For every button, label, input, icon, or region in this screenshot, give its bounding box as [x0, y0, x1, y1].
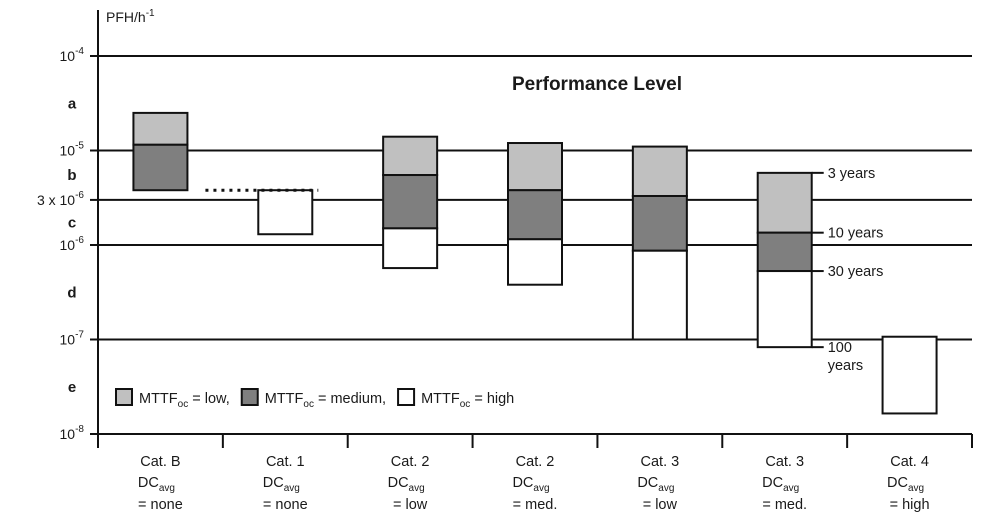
category-label: Cat. 3 [765, 454, 804, 470]
bars [132, 111, 938, 415]
category-dc-value: = med. [513, 497, 558, 513]
bar-segment-high [881, 335, 938, 415]
category-dc-value: = med. [762, 497, 807, 513]
bar-segment-low [507, 142, 563, 192]
bar-segment-medium [382, 174, 439, 230]
legend-label-low: MTTFoc = low, [139, 391, 230, 410]
category-dc: DCavg [887, 475, 924, 494]
performance-level-labels: a b c d e [67, 95, 76, 396]
category-label: Cat. 4 [890, 454, 929, 470]
bar-segment-low [382, 135, 439, 177]
y-tick-label: 10-5 [60, 141, 85, 159]
y-tick-label: 10-4 [60, 46, 85, 64]
category-label: Cat. 2 [516, 454, 555, 470]
category-labels: Cat. B DCavg = none Cat. 1 DCavg = none Cat. 2… [138, 454, 930, 513]
legend-label-high: MTTFoc = high [421, 391, 514, 410]
bar-segment-medium [132, 143, 189, 192]
y-tick-label: 10-8 [60, 424, 85, 442]
category-dc: DCavg [263, 475, 300, 494]
bar-segment-high [756, 270, 813, 349]
performance-level-c: c [68, 214, 76, 231]
bar-segment-high [257, 189, 314, 236]
performance-level-d: d [67, 284, 76, 301]
y-axis-label: PFH/h-1 [106, 8, 155, 25]
bar-segment-medium [756, 231, 813, 273]
bar-segment-low [631, 145, 688, 198]
bar-segment-medium [631, 195, 688, 252]
chart-title: Performance Level [512, 74, 682, 95]
y-tick-label: 10-6 [60, 235, 85, 253]
category-label: Cat. B [140, 454, 180, 470]
category-dc-value: = high [890, 497, 930, 513]
category-dc: DCavg [762, 475, 799, 494]
category-dc-value: = low [643, 497, 678, 513]
bar-segment-medium [507, 189, 563, 241]
axes [90, 10, 973, 448]
mttf-annotation: 10 years [828, 226, 884, 242]
mttf-annotation: 30 years [828, 264, 884, 280]
performance-level-e: e [68, 379, 76, 396]
mttf-annotation: 100 years [828, 340, 863, 374]
y-tick-label: 10-7 [60, 330, 85, 348]
mttf-annotation: 3 years [828, 166, 876, 182]
performance-level-b: b [67, 167, 76, 184]
category-dc: DCavg [388, 475, 425, 494]
legend-swatch-medium [240, 388, 259, 406]
y-ticks: 10-4 10-5 3 x 10-6 10-6 10-7 10-8 [37, 46, 84, 442]
category-dc: DCavg [637, 475, 674, 494]
legend-label-medium: MTTFoc = medium, [265, 391, 386, 410]
bar-segment-high [507, 238, 563, 286]
y-tick-label: 3 x 10-6 [37, 190, 84, 208]
category-dc-value: = low [393, 497, 428, 513]
bar-segment-high [382, 227, 439, 270]
mttf-annotations: 3 years 10 years 30 years 100 years [811, 166, 884, 374]
category-dc: DCavg [138, 475, 175, 494]
bar-segment-high [631, 249, 688, 341]
legend-swatch-high [397, 388, 416, 406]
bar-segment-low [132, 111, 189, 146]
category-dc-value: = none [263, 497, 308, 513]
bar-segment-low [756, 171, 813, 234]
category-label: Cat. 1 [266, 454, 305, 470]
category-label: Cat. 3 [641, 454, 680, 470]
performance-level-a: a [68, 95, 77, 112]
category-label: Cat. 2 [391, 454, 430, 470]
legend-swatch-low [115, 388, 133, 406]
legend: MTTFoc = low, MTTFoc = medium, MTTFoc = hi… [115, 388, 514, 410]
category-dc: DCavg [512, 475, 549, 494]
category-dc-value: = none [138, 497, 183, 513]
